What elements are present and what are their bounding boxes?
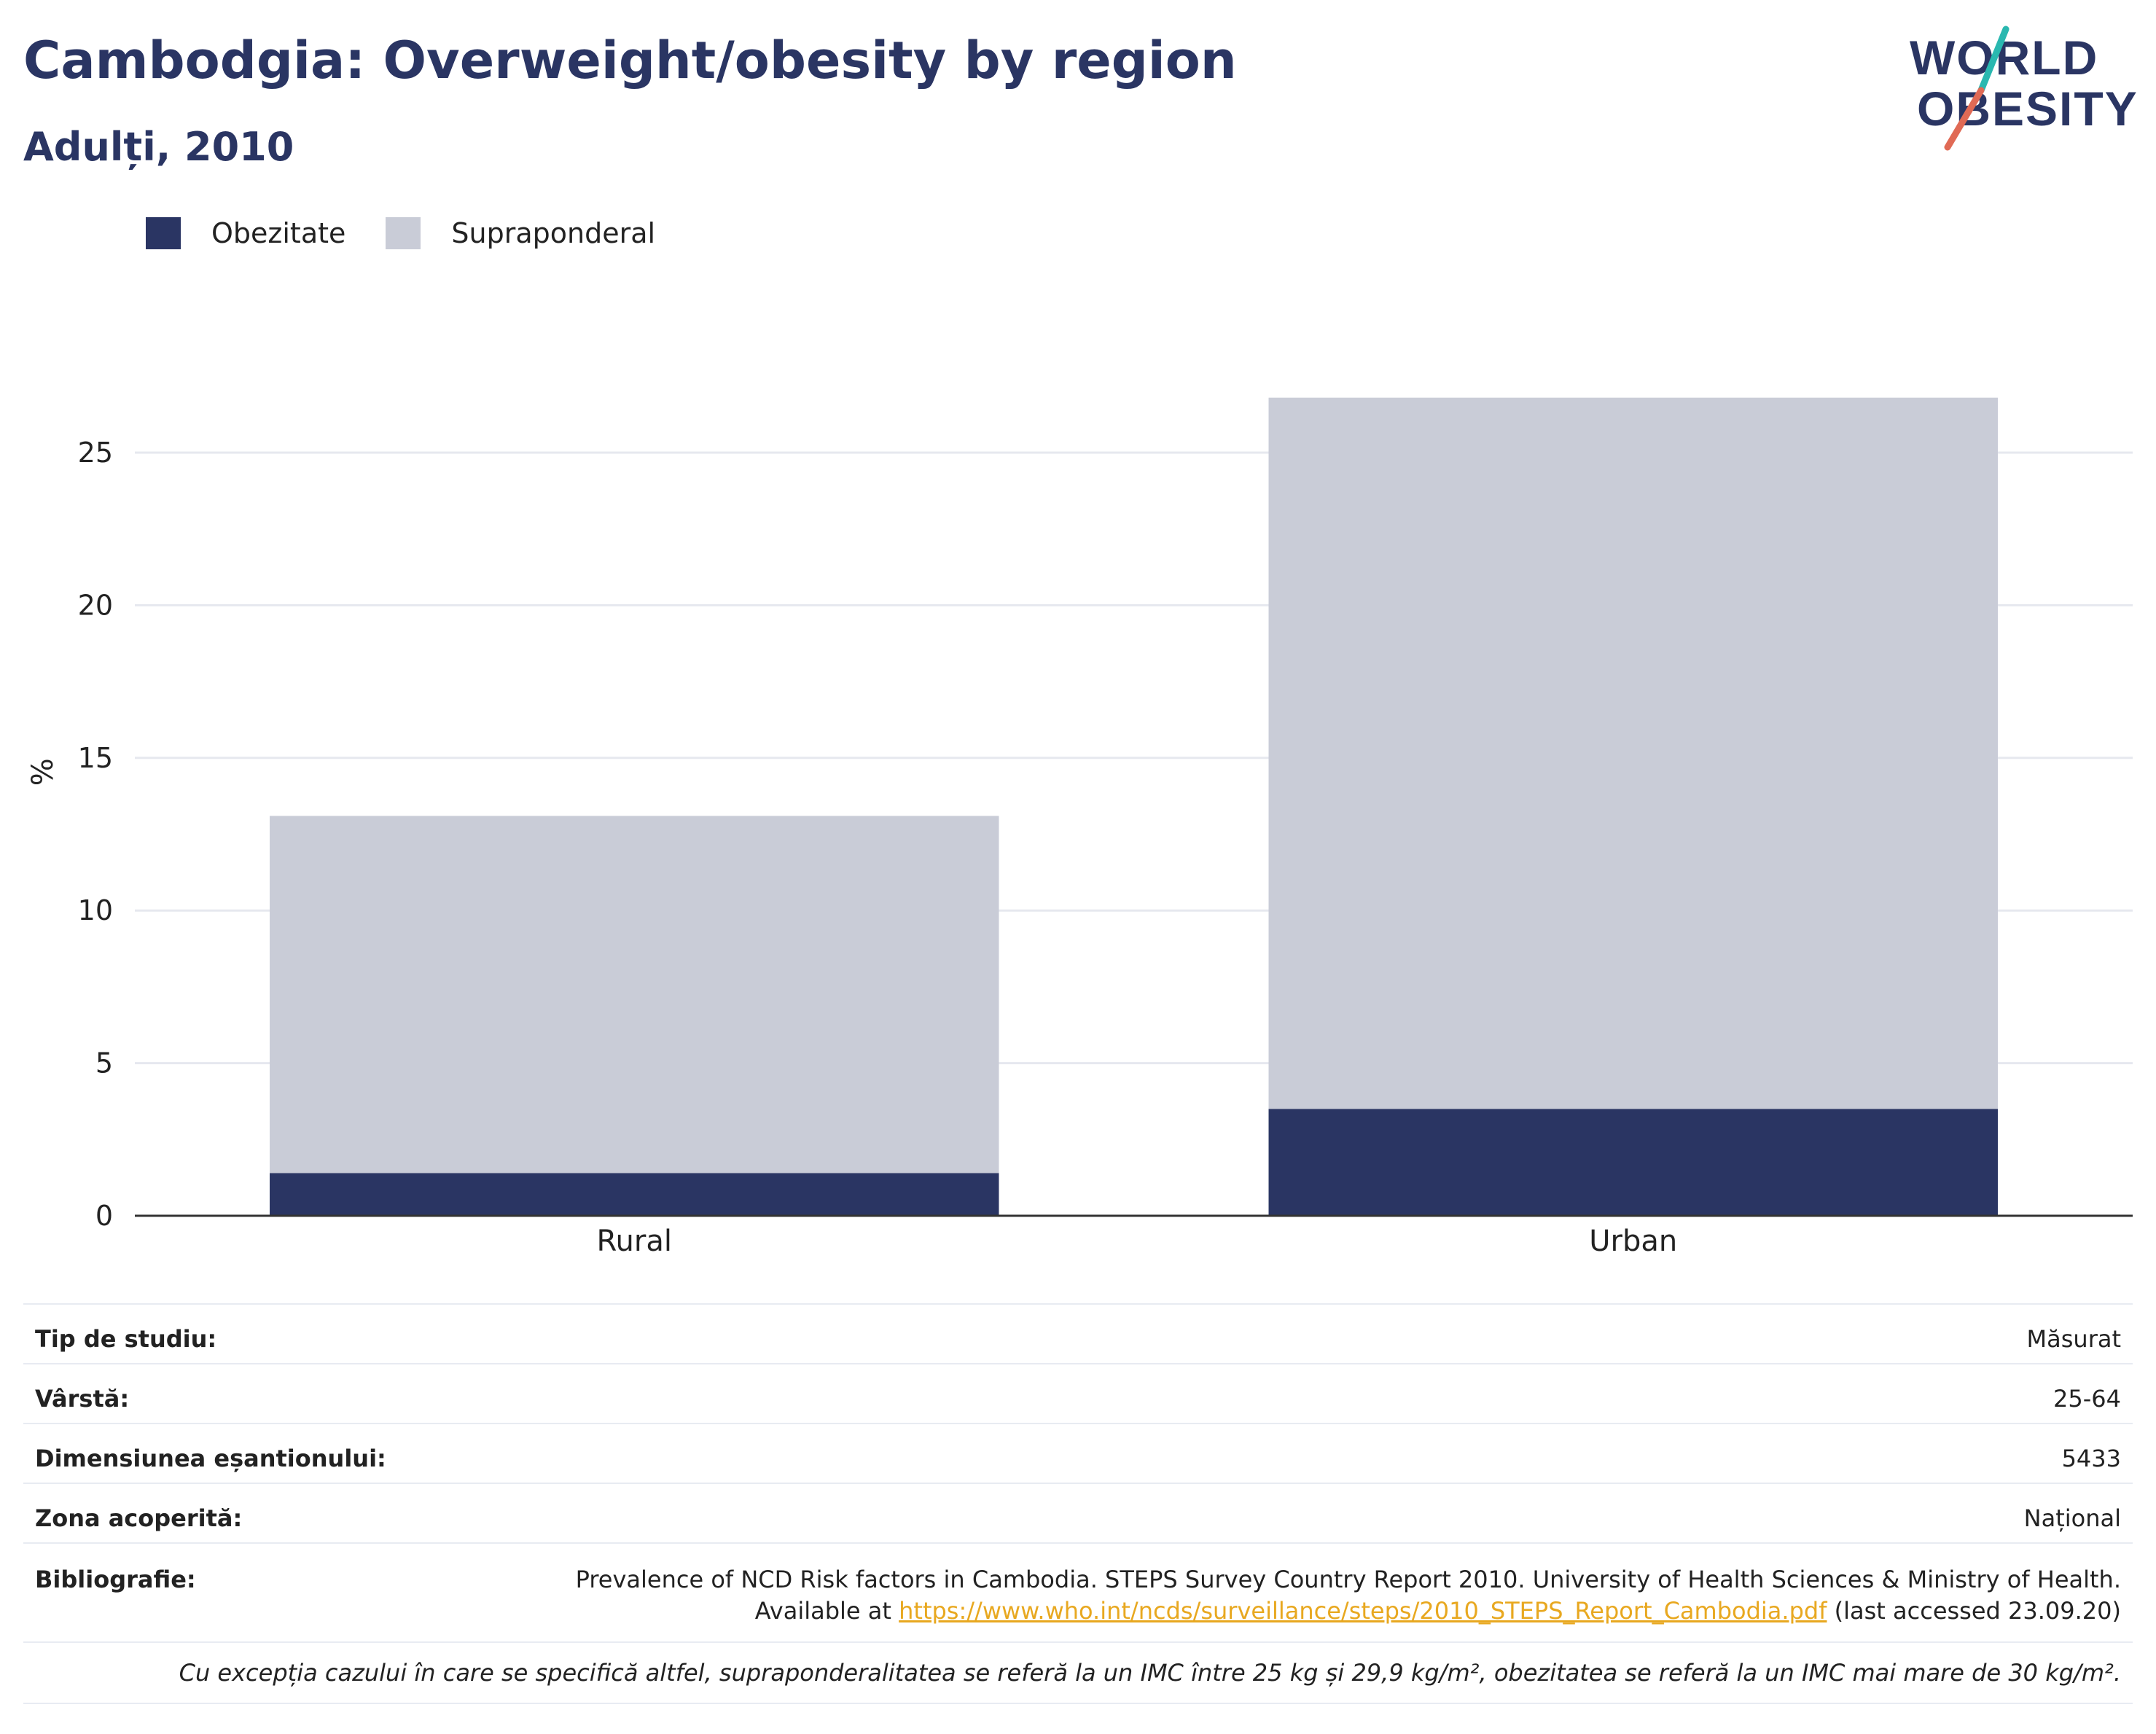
area-value: Național <box>429 1483 2133 1543</box>
study-type-value: Măsurat <box>429 1303 2133 1364</box>
info-row-area: Zona acoperită: Național <box>23 1483 2133 1543</box>
info-row-sample-size: Dimensiunea eșantionului: 5433 <box>23 1423 2133 1483</box>
legend-swatch-obezitate <box>146 217 181 249</box>
bibliography-value: Prevalence of NCD Risk factors in Cambod… <box>429 1542 2133 1642</box>
study-info-table: Tip de studiu: Măsurat Vârstă: 25-64 Dim… <box>23 1303 2133 1704</box>
bibliography-suffix: (last accessed 23.09.20) <box>1827 1597 2121 1625</box>
logo-slash-teal <box>1977 26 2009 94</box>
info-row-note: Cu excepția cazului în care se specifică… <box>23 1641 2133 1704</box>
chart-title: Cambodgia: Overweight/obesity by region <box>23 31 1237 90</box>
y-tick-label: 25 <box>78 437 113 469</box>
logo-slash-coral <box>1944 87 1985 151</box>
bar-supraponderal-urban <box>1268 397 1998 1109</box>
bibliography-link[interactable]: https://www.who.int/ncds/surveillance/st… <box>899 1597 1827 1625</box>
x-tick-label: Urban <box>1589 1225 1677 1258</box>
world-obesity-logo: WORLD OBESITY <box>1910 26 2139 151</box>
y-tick-label: 0 <box>95 1200 113 1232</box>
bar-obezitate-rural <box>270 1173 999 1216</box>
bar-obezitate-urban <box>1268 1109 1998 1216</box>
x-tick-label: Rural <box>597 1225 672 1258</box>
info-row-age: Vârstă: 25-64 <box>23 1363 2133 1423</box>
info-row-bibliography: Bibliografie: Prevalence of NCD Risk fac… <box>23 1542 2133 1642</box>
y-tick-label: 5 <box>95 1047 113 1079</box>
chart-subtitle: Adulți, 2010 <box>23 124 294 170</box>
bibliography-prefix: Available at <box>754 1597 899 1625</box>
legend-label-obezitate: Obezitate <box>211 217 346 249</box>
legend-label-supraponderal: Supraponderal <box>451 217 656 249</box>
logo-word-obesity: OBESITY <box>1917 82 2139 136</box>
info-row-study-type: Tip de studiu: Măsurat <box>23 1303 2133 1364</box>
y-tick-label: 15 <box>78 742 113 774</box>
study-type-label: Tip de studiu: <box>23 1303 430 1364</box>
y-axis-title: % <box>26 758 60 786</box>
age-value: 25-64 <box>429 1363 2133 1423</box>
legend-item-obezitate[interactable]: Obezitate <box>146 217 345 249</box>
sample-size-label: Dimensiunea eșantionului: <box>23 1423 430 1483</box>
bar-supraponderal-rural <box>270 816 999 1173</box>
bibliography-line1: Prevalence of NCD Risk factors in Cambod… <box>575 1566 2121 1593</box>
sample-size-value: 5433 <box>429 1423 2133 1483</box>
bibliography-label: Bibliografie: <box>23 1542 430 1642</box>
area-label: Zona acoperită: <box>23 1483 430 1543</box>
bar-chart: 0 5 10 15 20 25% Rural Urban <box>26 397 2133 1258</box>
chart-legend: Obezitate Supraponderal <box>146 217 695 249</box>
age-label: Vârstă: <box>23 1363 430 1423</box>
legend-item-supraponderal[interactable]: Supraponderal <box>386 217 655 249</box>
definition-note: Cu excepția cazului în care se specifică… <box>23 1641 2133 1704</box>
legend-swatch-supraponderal <box>386 217 421 249</box>
y-tick-label: 20 <box>78 589 113 621</box>
y-tick-label: 10 <box>78 894 113 926</box>
